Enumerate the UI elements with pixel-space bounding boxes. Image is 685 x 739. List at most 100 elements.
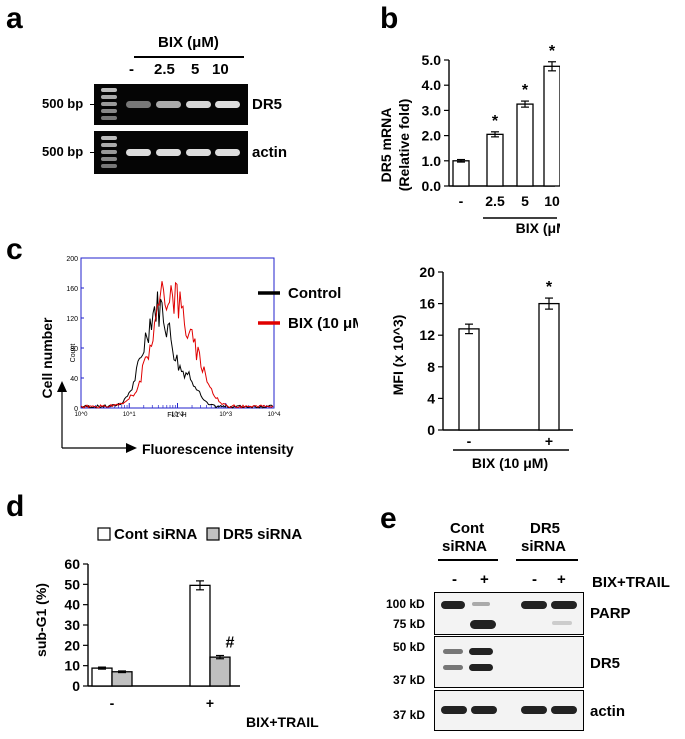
mw-50kd: 50 kD [393,640,426,654]
group-cont-line1: Cont [450,520,485,537]
b-y-tick-label: 5.0 [422,52,442,68]
chart-d-xtitle: BIX+TRAIL [246,714,319,730]
panel-a-lane-3: 5 [191,61,200,78]
panel-a-treatment-label: BIX (μM) [158,34,219,51]
d-category-label: - [110,695,115,711]
chart-c-mfi: MFI (x 10^3) 0 4 8 12 16 20 - * + BIX (10 μM) [390,264,573,471]
panel-a-lane-2: 2.5 [154,61,175,78]
marker-tick [90,152,96,153]
dr5-band [443,665,463,670]
group-cont-line2: siRNA [442,538,488,555]
actin-band [186,149,211,156]
c-y-tick-label: 12 [419,327,435,343]
b-category-label: 5 [521,193,529,209]
c-category-label: + [545,433,553,449]
hist-y-tick-label: 160 [66,286,78,293]
panel-e-label: e [380,502,397,535]
d-y-tick-label: 40 [64,597,80,613]
group-dr5-line [516,559,578,561]
group-cont-line [438,559,498,561]
mw-37kd-a: 37 kD [393,673,426,687]
chart-d: Cont siRNA DR5 siRNA sub-G1 (%) 0 10 20 30 4… [33,526,319,730]
blot-treatment-label: BIX+TRAIL [592,574,670,591]
marker-500bp-bottom: 500 bp [42,144,84,159]
actin-band [551,706,577,714]
hist-x-tick-label: 10^3 [219,412,232,418]
western-blot-actin [434,690,584,731]
actin-band [521,706,547,714]
ladder-band [101,95,117,99]
c-y-tick-label: 0 [427,422,435,438]
hist-x-axis-label: FL1-H [167,412,186,419]
group-dr5-line1: DR5 [530,520,561,537]
mw-37kd-b: 37 kD [393,708,426,722]
gene-label-actin: actin [252,144,288,161]
ladder-band [101,164,117,168]
dr5-band [156,101,181,108]
d-bar [209,656,231,687]
d-y-tick-label: 20 [64,637,80,653]
chart-c-ylabel: MFI (x 10^3) [390,315,406,396]
actin-band [156,149,181,156]
parp-full-band [472,602,490,606]
d-y-tick-label: 10 [64,658,80,674]
blot-lane-2: + [480,571,489,588]
b-significance-mark: * [549,43,556,60]
hist-x-tick-label: 10^1 [123,412,136,418]
panel-a-lane-1: - [129,61,134,78]
hist-ylabel: Cell number [39,317,55,398]
ladder-band [101,102,117,106]
actin-band [441,706,467,714]
dr5-band [469,648,493,655]
b-category-label: - [459,193,464,209]
western-blot-parp [434,592,584,635]
c-y-tick-label: 16 [419,296,435,312]
parp-cleaved-band [552,621,572,625]
blot-name-parp: PARP [590,605,631,622]
control-histogram-trace [80,291,274,409]
legend-control-label: Control [288,285,341,302]
blot-lane-3: - [532,571,537,588]
c-category-label: - [467,433,472,449]
b-y-tick-label: 2.0 [422,128,442,144]
hist-x-tick-label: 10^4 [268,412,281,418]
marker-tick [90,104,96,105]
dr5-band [186,101,211,108]
c-bar [458,328,480,431]
group-dr5-line2: siRNA [521,538,567,555]
ladder-band [101,116,117,120]
parp-cleaved-band [470,620,496,629]
b-bar [452,160,470,187]
d-bar [111,671,133,687]
panel-b-label: b [380,2,399,35]
d-y-tick-label: 0 [72,678,80,694]
b-bar [486,133,504,187]
actin-band [471,706,497,714]
ladder-band [101,136,117,140]
hist-x-arrowhead [126,443,137,453]
chart-b-ylabel-1: DR5 mRNA [378,108,394,183]
mw-100kd: 100 kD [386,597,425,611]
pcr-gel-dr5 [94,84,248,125]
chart-c-xtitle: BIX (10 μM) [472,455,548,471]
legend-cont-sirna-swatch [97,527,111,541]
chart-d-hash-mark: # [226,635,235,652]
blot-name-dr5: DR5 [590,655,621,672]
d-bar [189,584,211,687]
actin-band [126,149,151,156]
legend-dr5-sirna-label: DR5 siRNA [223,526,302,543]
hist-y-tick-label: 120 [66,316,78,323]
western-blot-dr5 [434,636,584,688]
chart-b: DR5 mRNA (Relative fold) 0.0 1.0 2.0 3.0 4.0… [378,43,560,236]
dr5-band [443,649,463,654]
b-y-tick-label: 4.0 [422,77,442,93]
blot-name-actin: actin [590,703,626,720]
panel-c-label: c [6,233,23,266]
b-y-tick-label: 0.0 [422,178,442,194]
d-category-label: + [206,695,214,711]
panel-a-label: a [6,2,23,35]
gene-label-dr5: DR5 [252,96,283,113]
panel-a-lane-4: 10 [212,61,229,78]
b-significance-mark: * [492,113,499,130]
hist-xlabel: Fluorescence intensity [142,441,294,457]
